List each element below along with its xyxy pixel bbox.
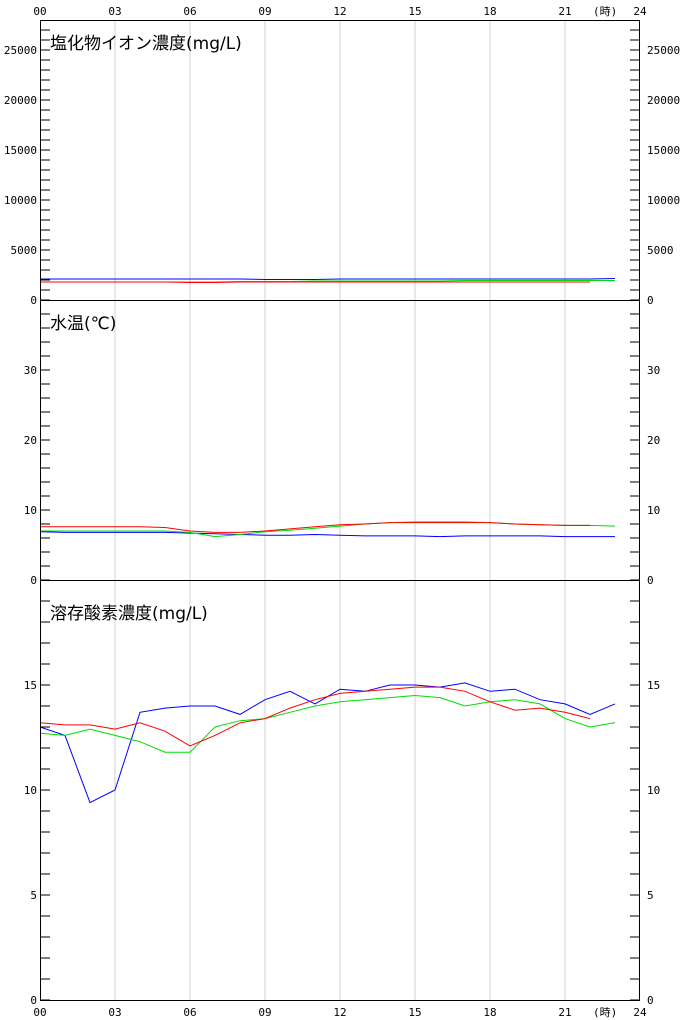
x-tick-label-top: 18 (483, 5, 496, 18)
chloride-y-tick-label-right: 10000 (647, 194, 680, 207)
x-unit-label-top: (時) (593, 5, 617, 18)
x-tick-label-top: 12 (333, 5, 346, 18)
x-tick-label-bottom: 12 (333, 1006, 346, 1019)
chloride-y-tick-label-right: 15000 (647, 144, 680, 157)
chloride-panel-title: 塩化物イオン濃度(mg/L) (50, 34, 242, 54)
x-tick-label-bottom: 06 (183, 1006, 196, 1019)
temperature-panel-title: 水温(℃) (50, 314, 116, 334)
oxygen-y-tick-label-right: 0 (647, 994, 654, 1007)
temperature-series-1-line (39, 531, 615, 538)
temperature-series-3-line (40, 522, 590, 533)
series-layer (39, 278, 616, 804)
oxygen-series-3-line (39, 686, 591, 747)
x-tick-label-bottom: 00 (33, 1006, 46, 1019)
frame-layer (40, 20, 640, 1001)
oxygen-y-tick-label-left: 15 (24, 679, 37, 692)
oxygen-panel-frame (40, 580, 640, 1001)
grid-layer (114, 20, 566, 1000)
chloride-series-3-line (40, 281, 590, 283)
x-tick-label-bottom: 15 (408, 1006, 421, 1019)
oxygen-y-tick-label-left: 10 (24, 784, 37, 797)
chloride-y-tick-label-right: 20000 (647, 94, 680, 107)
x-tick-label-top: 06 (183, 5, 196, 18)
temperature-y-tick-label-left: 0 (30, 574, 37, 587)
oxygen-series-2-line (39, 694, 616, 753)
oxygen-y-tick-label-right: 5 (647, 889, 654, 902)
x-tick-label-bottom: 03 (108, 1006, 121, 1019)
oxygen-series-1-line (39, 682, 616, 804)
chloride-y-tick-label-left: 5000 (11, 244, 38, 257)
oxygen-panel-title: 溶存酸素濃度(mg/L) (50, 604, 208, 624)
x-tick-label-bottom: 24 (633, 1006, 647, 1019)
chloride-y-tick-label-right: 25000 (647, 44, 680, 57)
chloride-y-tick-label-left: 15000 (4, 144, 37, 157)
oxygen-y-tick-label-left: 5 (30, 889, 37, 902)
chloride-y-tick-label-left: 20000 (4, 94, 37, 107)
temperature-y-tick-label-right: 20 (647, 434, 660, 447)
chloride-series-1-line (40, 278, 616, 280)
x-tick-label-bottom: 18 (483, 1006, 496, 1019)
temperature-y-tick-label-left: 30 (24, 364, 37, 377)
chloride-y-tick-label-left: 10000 (4, 194, 37, 207)
x-tick-label-bottom: 21 (558, 1006, 571, 1019)
temperature-y-tick-label-right: 0 (647, 574, 654, 587)
x-tick-label-bottom: 09 (258, 1006, 271, 1019)
x-tick-label-top: 21 (558, 5, 571, 18)
oxygen-y-tick-label-right: 15 (647, 679, 660, 692)
oxygen-y-tick-label-left: 0 (30, 994, 37, 1007)
temperature-y-tick-label-right: 10 (647, 504, 660, 517)
chloride-y-tick-label-right: 5000 (647, 244, 674, 257)
x-tick-label-top: 03 (108, 5, 121, 18)
oxygen-y-tick-label-right: 10 (647, 784, 660, 797)
chloride-y-tick-label-left: 25000 (4, 44, 37, 57)
chloride-y-tick-label-right: 0 (647, 294, 654, 307)
x-tick-label-top: 09 (258, 5, 271, 18)
x-tick-label-top: 15 (408, 5, 421, 18)
x-tick-label-top: 24 (633, 5, 647, 18)
chloride-y-tick-label-left: 0 (30, 294, 37, 307)
x-unit-label-bottom: (時) (593, 1006, 617, 1019)
temperature-y-tick-label-left: 20 (24, 434, 37, 447)
temperature-y-tick-label-right: 30 (647, 364, 660, 377)
x-tick-label-top: 00 (33, 5, 46, 18)
temperature-y-tick-label-left: 10 (24, 504, 37, 517)
label-layer: (時) (時) 塩化物イオン濃度(mg/L) 水温(℃) 溶存酸素濃度(mg/L… (4, 5, 680, 1019)
